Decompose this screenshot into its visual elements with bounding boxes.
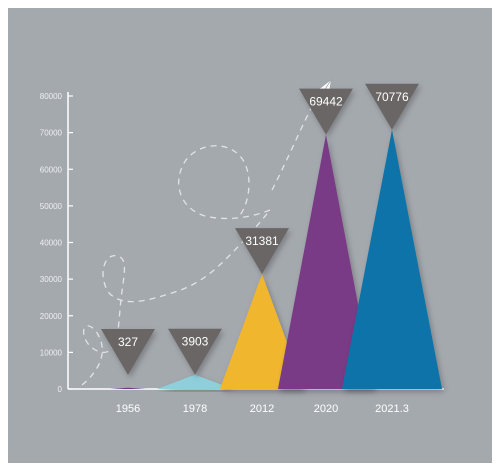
y-tick-label: 70000 [40,129,63,138]
x-category-label: 1956 [116,403,140,415]
value-badge-shape [299,88,353,135]
x-category-label: 1978 [183,403,207,415]
value-badge: 3903 [168,328,222,375]
y-tick-label: 80000 [40,92,63,101]
bar [220,274,304,389]
y-tick-label: 60000 [40,165,63,174]
bar [278,134,374,389]
value-label: 69442 [309,95,343,109]
value-badge: 70776 [365,83,419,130]
bars [110,129,442,389]
bar [342,129,442,389]
value-label: 70776 [375,90,409,104]
value-badge: 69442 [299,88,353,135]
dashed-curve [81,209,271,386]
y-tick-label: 50000 [40,202,63,211]
dashed-tail [271,97,317,191]
value-badge-shape [168,328,222,375]
y-tick-label: 40000 [40,239,63,248]
bar [157,374,233,389]
x-category-label: 2020 [314,403,338,415]
value-badge-shape [101,329,155,375]
value-badge-shape [365,83,419,130]
value-label: 327 [118,335,138,349]
dashed-loop [178,145,271,220]
value-badges: 327 3903 31381 69442 70776 [101,83,419,375]
value-badge-shape [235,228,289,275]
value-badge: 327 [101,329,155,375]
y-tick-label: 0 [58,385,63,394]
y-tick-label: 10000 [40,348,63,357]
y-tick-label: 30000 [40,275,63,284]
x-category-label: 2021.3 [375,403,409,415]
y-tick-label: 20000 [40,312,63,321]
x-category-label: 2012 [250,403,274,415]
x-axis-labels: 1956 1978 2012 2020 2021.3 [116,403,409,415]
y-axis-ticks: 0 10000 20000 30000 40000 50000 60000 70000 8000… [40,92,73,394]
value-label: 31381 [245,234,279,248]
bar [110,387,146,389]
value-badge: 31381 [235,228,289,275]
value-label: 3903 [182,335,209,349]
